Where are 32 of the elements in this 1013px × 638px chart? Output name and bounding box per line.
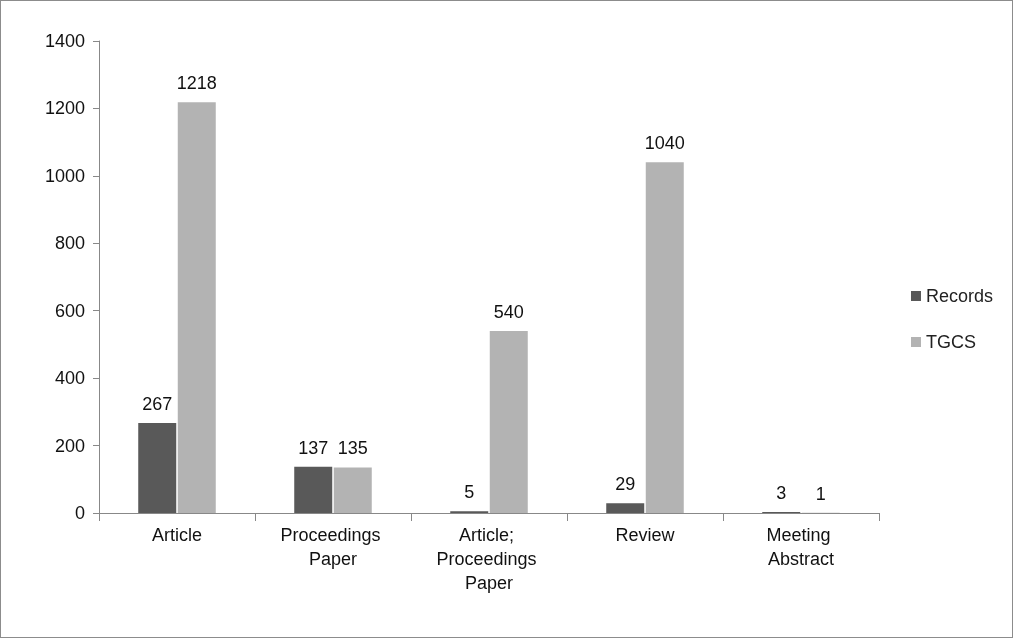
y-tick-label: 1400 (44, 31, 85, 51)
data-label: 135 (337, 438, 368, 459)
data-label: 540 (493, 301, 524, 322)
data-label: 5 (464, 482, 475, 503)
x-tick-label: Review (615, 525, 676, 545)
legend-label: Records (925, 286, 994, 306)
data-label: 1 (815, 483, 826, 504)
y-tick-label: 0 (74, 503, 85, 523)
legend-label: TGCS (925, 332, 976, 352)
data-label: 267 (142, 393, 173, 414)
y-tick-label: 600 (54, 300, 85, 321)
bar (333, 467, 372, 513)
bar (138, 422, 177, 513)
y-tick-label: 200 (54, 435, 85, 456)
bar (294, 466, 333, 513)
y-tick-label: 1200 (44, 98, 85, 119)
y-tick-label: 800 (54, 233, 85, 254)
y-tick-label: 400 (54, 368, 85, 389)
data-label: 1040 (644, 133, 685, 154)
data-label: 1218 (176, 73, 217, 94)
bar (177, 102, 216, 513)
x-tick-label: Article (151, 525, 203, 545)
y-tick-label: 1000 (44, 165, 85, 186)
data-label: 137 (298, 437, 329, 458)
bar (606, 503, 645, 513)
x-tick-label: Article; Proceedings Paper (436, 525, 542, 593)
bar (645, 162, 684, 513)
data-label: 3 (776, 482, 787, 503)
x-tick-label: Meeting Abstract (766, 525, 836, 569)
data-label: 29 (615, 474, 636, 495)
bar (489, 330, 528, 513)
x-tick-label: Proceedings Paper (280, 525, 386, 569)
